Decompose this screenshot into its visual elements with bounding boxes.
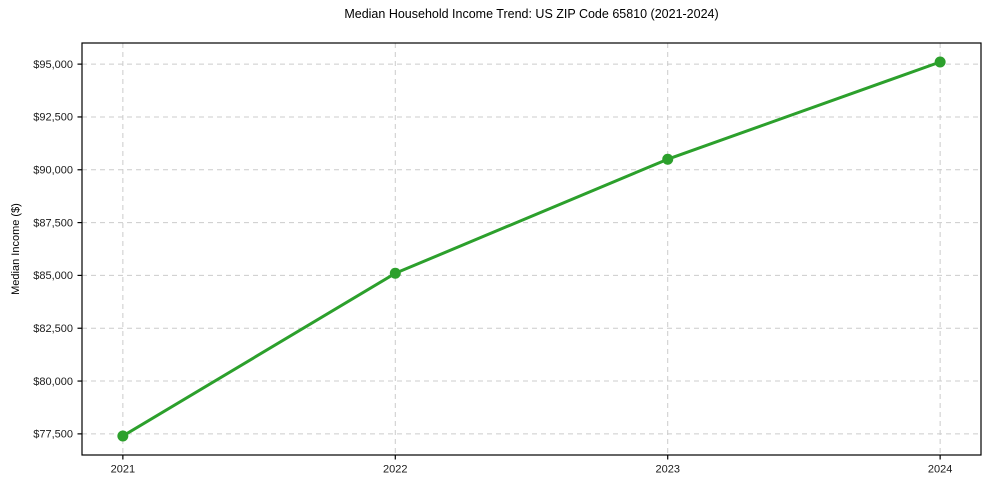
data-point-2021 [117, 430, 129, 442]
chart-title: Median Household Income Trend: US ZIP Co… [344, 7, 719, 21]
y-tick-label: $95,000 [33, 59, 73, 71]
y-tick-label: $82,500 [33, 323, 73, 335]
data-point-2022 [389, 267, 401, 279]
y-tick-label: $80,000 [33, 376, 73, 388]
x-tick-label: 2023 [655, 464, 679, 476]
x-tick-label: 2024 [928, 464, 952, 476]
y-tick-label: $77,500 [33, 429, 73, 441]
data-point-2024 [934, 56, 946, 68]
y-tick-label: $85,000 [33, 270, 73, 282]
plot-border [81, 42, 982, 456]
y-tick-label: $90,000 [33, 165, 73, 177]
y-tick-label: $92,500 [33, 112, 73, 124]
y-tick-label: $87,500 [33, 217, 73, 229]
x-tick-label: 2021 [111, 464, 135, 476]
trend-line [121, 60, 942, 438]
x-tick-label: 2022 [383, 464, 407, 476]
data-point-2023 [662, 153, 674, 165]
